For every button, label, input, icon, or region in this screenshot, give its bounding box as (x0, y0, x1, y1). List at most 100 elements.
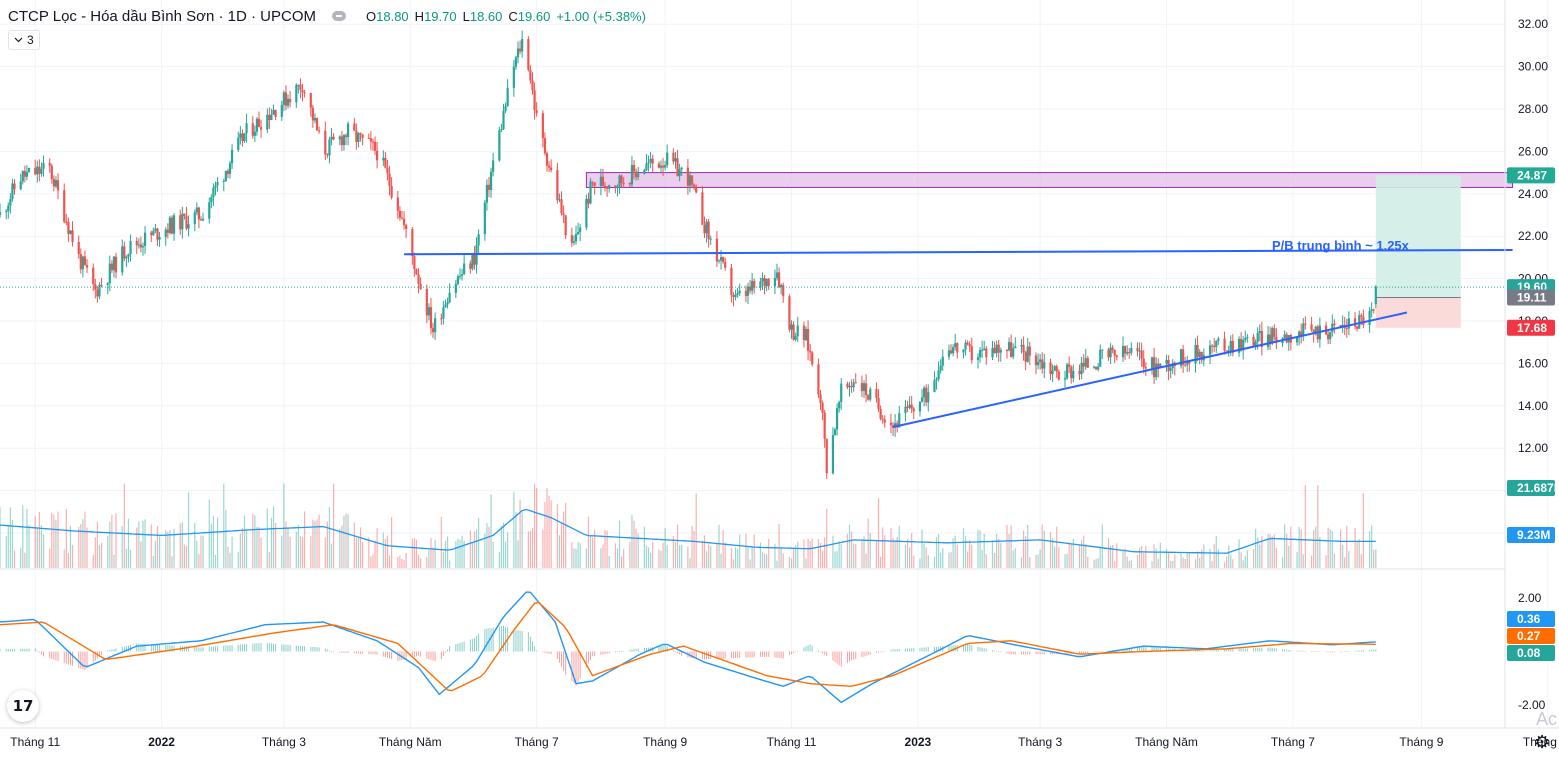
macd-histogram-bar (154, 644, 156, 652)
pb-average-annotation[interactable]: P/B trung bình ~ 1.25x (1272, 238, 1410, 253)
candle-body (487, 184, 491, 190)
candle-body (1063, 378, 1067, 380)
volume-bar (544, 502, 546, 568)
macd-histogram-bar (210, 646, 212, 652)
volume-bar (778, 523, 780, 568)
candle-body (444, 304, 447, 308)
stop-price-tag-bg (1507, 319, 1555, 336)
indicators-toggle-button[interactable]: 3 (8, 30, 40, 50)
volume-bar (969, 540, 971, 568)
macd-histogram-bar (664, 645, 666, 652)
volume-bar (78, 526, 80, 568)
volume-bar (1101, 524, 1103, 568)
macd-histogram-bar (1079, 651, 1081, 654)
candle-body (746, 286, 750, 296)
macd-histogram-bar (919, 647, 921, 652)
candle-body (456, 276, 460, 285)
candle-body (1246, 336, 1249, 339)
candle-body (579, 227, 582, 233)
volume-bar (196, 540, 198, 568)
candle-body (25, 172, 29, 177)
macd-histogram-bar (28, 648, 30, 652)
candle-body (748, 286, 752, 291)
long-position-stop-area[interactable] (1375, 297, 1461, 328)
macd-histogram-bar (212, 646, 214, 652)
candle-body (941, 356, 944, 366)
symbol-title[interactable]: CTCP Lọc - Hóa dầu Bình Sơn · 1D · UPCOM (8, 7, 316, 25)
volume-bar (896, 536, 898, 568)
macd-histogram-bar (749, 651, 751, 658)
candle-body (833, 429, 837, 436)
volume-bar (92, 554, 94, 568)
candle-body (1092, 366, 1096, 368)
macd-histogram-bar (1141, 646, 1143, 652)
volume-bar (0, 507, 1, 568)
volume-bar (1217, 549, 1219, 568)
tradingview-logo[interactable]: 17 (7, 690, 39, 722)
volume-bar (546, 488, 548, 568)
macd-histogram-bar (890, 649, 892, 652)
volume-bar (571, 542, 573, 568)
macd-histogram-bar (836, 651, 838, 664)
macd-histogram-bar (991, 650, 993, 652)
candle-body (527, 39, 530, 70)
pb-average-line[interactable] (404, 248, 1513, 256)
candle-body (398, 210, 401, 218)
macd-histogram-bar (333, 651, 335, 653)
macd-histogram-bar (1242, 648, 1244, 652)
macd-histogram-bar (542, 651, 544, 653)
long-position-target-area[interactable] (1375, 175, 1461, 298)
candle-body (603, 185, 607, 187)
macd-histogram-bar (1101, 651, 1103, 652)
candle-body (1010, 342, 1013, 357)
volume-bar (1130, 559, 1132, 568)
candle-body (181, 213, 184, 230)
macd-histogram-bar (1012, 651, 1014, 655)
entry-price-tag-bg (1507, 289, 1555, 306)
candle-body (110, 263, 113, 271)
volume-bar (254, 515, 256, 568)
candle-body (962, 349, 965, 353)
candle-body (1024, 352, 1027, 362)
volume-bar (880, 556, 882, 568)
gear-icon[interactable]: ⚙ (1534, 732, 1551, 752)
candle-body (840, 383, 843, 402)
macd-histogram-bar (985, 648, 987, 652)
candle-body (1036, 361, 1040, 366)
candle-body (867, 395, 870, 400)
volume-bar (1029, 557, 1031, 568)
support-trend-line[interactable] (892, 311, 1408, 428)
candle-body (939, 365, 942, 371)
volume-bar (1049, 532, 1052, 568)
target-price-tag: 24.87 (1507, 167, 1555, 184)
candle-body (550, 167, 553, 171)
volume-bar (1284, 524, 1286, 568)
volume-bar (127, 518, 130, 568)
volume-bar (67, 553, 69, 568)
volume-last-tag-text: 21.687M (1517, 481, 1559, 495)
candle-body (846, 383, 849, 388)
candle-body (823, 412, 826, 439)
macd-histogram-bar (26, 648, 28, 652)
volume-bar (606, 530, 608, 568)
volume-bar (906, 538, 909, 568)
macd-histogram-bar (144, 643, 146, 652)
volume-bar (529, 530, 532, 568)
macd-histogram-bar (1064, 651, 1066, 655)
macd-histogram-bar (65, 651, 67, 664)
volume-bar (490, 494, 492, 568)
volume-bar (1159, 542, 1161, 568)
volume-bar (24, 552, 26, 568)
volume-bar (353, 522, 355, 568)
resistance-zone-rect[interactable] (585, 172, 1514, 188)
volume-bar (608, 555, 610, 568)
candle-body (415, 269, 418, 275)
macd-histogram-bar (360, 651, 362, 654)
candle-body (773, 278, 777, 287)
candle-body (651, 158, 654, 164)
macd-histogram-bar (194, 646, 196, 652)
volume-bar (326, 521, 328, 568)
macd-histogram-bar (739, 651, 741, 658)
volume-bar (993, 552, 996, 568)
